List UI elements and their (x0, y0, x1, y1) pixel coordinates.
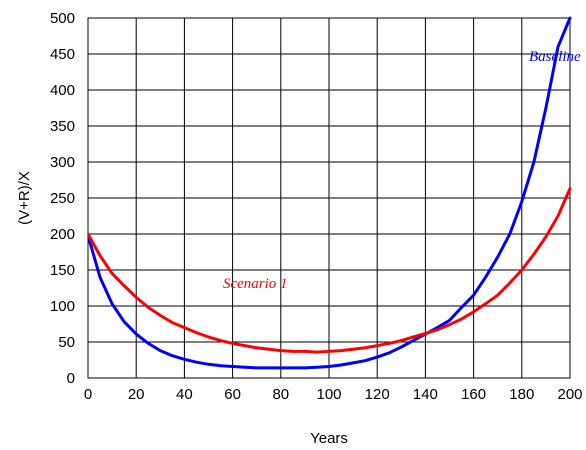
x-tick-label: 20 (128, 386, 145, 403)
plot-border (87, 17, 571, 379)
x-tick-label: 140 (413, 386, 438, 403)
series-annotation-baseline: Baseline (529, 49, 581, 65)
series-annotation-scenario-1: Scenario 1 (223, 276, 288, 292)
plot-area (87, 17, 571, 379)
x-tick-label: 160 (461, 386, 486, 403)
x-tick-label: 60 (224, 386, 241, 403)
y-axis-title: (V+R)/X (16, 171, 33, 225)
x-tick-label: 80 (272, 386, 289, 403)
series-annotations: Baseline Scenario 1 (223, 49, 581, 292)
y-tick-label: 300 (50, 154, 75, 171)
x-tick-label: 40 (176, 386, 193, 403)
x-tick-label: 120 (365, 386, 390, 403)
x-tick-label: 0 (84, 386, 92, 403)
y-tick-label: 100 (50, 298, 75, 315)
y-tick-label: 350 (50, 118, 75, 135)
series-line-baseline (88, 16, 572, 370)
y-tick-label: 400 (50, 82, 75, 99)
x-tick-label: 180 (509, 386, 534, 403)
y-tick-label: 150 (50, 262, 75, 279)
y-tick-label: 0 (67, 370, 75, 387)
y-tick-label: 450 (50, 46, 75, 63)
series-line-scenario-1 (88, 187, 572, 354)
x-tick-label: 100 (316, 386, 341, 403)
y-tick-label: 200 (50, 226, 75, 243)
y-tick-label: 500 (50, 10, 75, 27)
y-tick-label: 50 (58, 334, 75, 351)
x-tick-label: 200 (557, 386, 582, 403)
series-layer (88, 16, 572, 370)
tick-labels: 0 20 40 60 80 100 120 140 160 180 200 0 50 100 150 200 2… (50, 10, 583, 403)
y-tick-label: 250 (50, 190, 75, 207)
x-axis-title: Years (310, 430, 348, 447)
